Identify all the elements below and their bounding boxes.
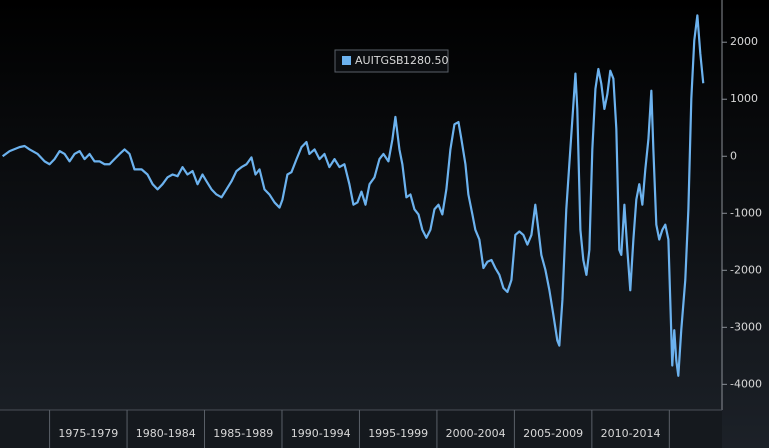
y-tick-label: 0 [730,149,737,162]
x-tick-label: 1980-1984 [136,427,196,440]
legend-label: AUITGSB [355,54,404,67]
legend-box [334,49,449,73]
x-tick-label: 1985-1989 [213,427,273,440]
y-tick-label: -3000 [730,320,762,333]
x-tick-label: 2000-2004 [446,427,506,440]
x-tick-label: 1995-1999 [368,427,428,440]
legend-swatch [342,56,351,65]
data-line [1,14,705,377]
x-tick-label: 1975-1979 [58,427,118,440]
legend-last-value: 1280.50 [403,54,449,67]
x-axis-band [0,410,722,448]
legend: AUITGSB 1280.50 [334,49,449,73]
x-tick-label: 2005-2009 [523,427,583,440]
y-tick-label: 1000 [730,92,758,105]
y-tick-label: -1000 [730,206,762,219]
y-tick-label: -2000 [730,263,762,276]
y-tick-label: -4000 [730,377,762,390]
x-tick-label: 2010-2014 [601,427,661,440]
y-tick-label: 2000 [730,35,758,48]
x-tick-label: 1990-1994 [291,427,351,440]
